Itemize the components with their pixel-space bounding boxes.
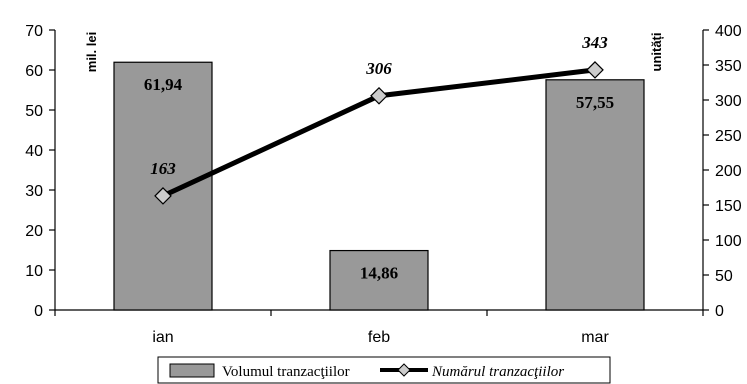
y-left-tick-label: 50 — [25, 103, 43, 120]
legend: Volumul tranzacţiilor Numărul tranzacţiil… — [157, 356, 611, 384]
y-left-tick-label: 30 — [25, 183, 43, 200]
legend-bar-swatch — [169, 363, 215, 378]
y-right-tick-label: 350 — [715, 58, 742, 75]
bar — [329, 249, 429, 311]
y-left-tick-label: 10 — [25, 263, 43, 280]
y-left-tick-label: 60 — [25, 63, 43, 80]
y-left-tick-label: 40 — [25, 143, 43, 160]
bars-layer — [113, 61, 645, 311]
bar-data-label: 61,94 — [144, 75, 183, 94]
line-data-label: 306 — [365, 59, 392, 78]
line-point-marker — [586, 61, 604, 79]
y-right-axis-title: unități — [649, 33, 664, 72]
x-tick-label: feb — [368, 329, 390, 346]
y-left-tick-label: 20 — [25, 223, 43, 240]
y-right-tick-label: 400 — [715, 23, 742, 40]
line-data-label: 343 — [581, 33, 608, 52]
legend-bar-label: Volumul tranzacţiilor — [222, 364, 350, 380]
y-right-tick-label: 200 — [715, 163, 742, 180]
y-right-tick-label: 50 — [715, 268, 733, 285]
y-left-tick-label: 70 — [25, 23, 43, 40]
y-left-tick-label: 0 — [34, 303, 43, 320]
y-right-tick-label: 150 — [715, 198, 742, 215]
legend-diamond-icon — [397, 363, 411, 377]
legend-line-label: Numărul tranzacţiilor — [431, 364, 564, 380]
bar — [113, 61, 213, 311]
bar — [545, 79, 645, 311]
line-point-marker — [154, 187, 172, 205]
x-tick-label: ian — [152, 329, 173, 346]
labels-layer: 61,94 14,86 57,55 163 306 343 — [144, 33, 614, 283]
y-left-axis-title: mil. lei — [84, 32, 99, 72]
y-right-tick-label: 250 — [715, 128, 742, 145]
y-right-tick-label: 300 — [715, 93, 742, 110]
bar-data-label: 14,86 — [360, 264, 398, 283]
y-right-tick-label: 100 — [715, 233, 742, 250]
line-point-marker — [370, 86, 388, 105]
bar-data-label: 57,55 — [576, 93, 614, 112]
x-tick-label: mar — [581, 329, 609, 346]
line-layer — [154, 61, 604, 205]
line-data-label: 163 — [150, 159, 176, 178]
y-right-tick-label: 0 — [715, 303, 724, 320]
